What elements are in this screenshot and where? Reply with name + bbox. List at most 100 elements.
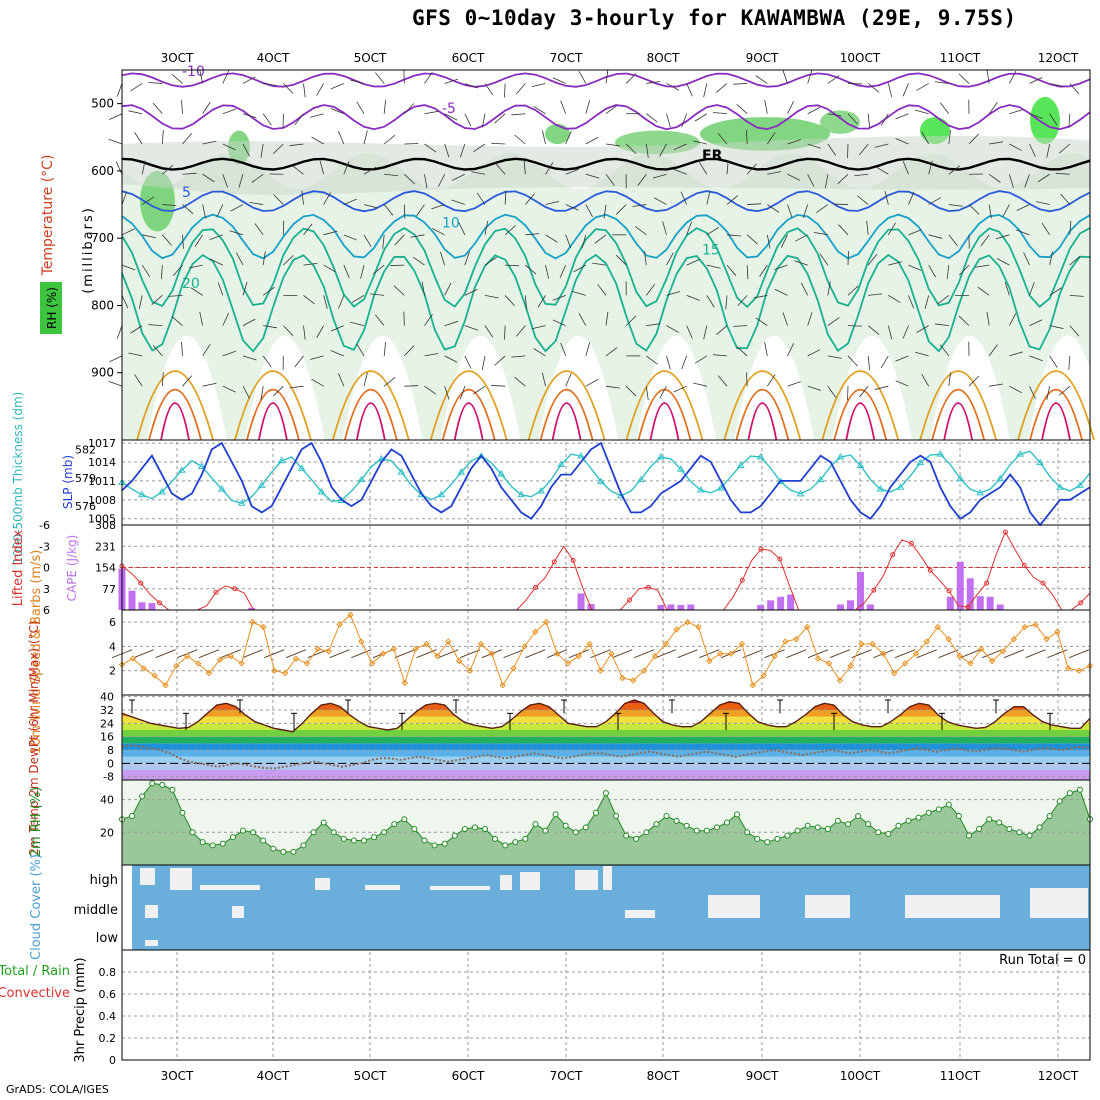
wind-barb: [541, 130, 546, 145]
wind-barb: [222, 143, 236, 151]
wind-barb: [424, 174, 428, 189]
wind-barb: [706, 190, 711, 205]
wind-speed-marker: [1065, 665, 1072, 672]
rh-marker: [804, 822, 811, 829]
wind-barb: [202, 204, 206, 219]
temp-axis-label: 2m Temp 2m DewPt (6hr Min/Max) (°C): [27, 620, 41, 855]
wind-barb: [625, 385, 637, 397]
thickness-marker: [397, 468, 406, 475]
rh-marker: [976, 826, 983, 833]
wind-barb: [1008, 174, 1014, 188]
wind-barb: [787, 343, 794, 357]
wind-frame: [121, 609, 1091, 696]
wind-barb: [410, 234, 425, 238]
wind-barb: [303, 262, 318, 266]
wind-barb: [867, 355, 871, 370]
wind-barb: [444, 320, 459, 327]
wind-barb: [552, 77, 566, 84]
y-tick-label: 800: [91, 298, 114, 312]
wind-barb: [681, 113, 688, 127]
thickness-axis-label: 1000-500mb Thickness (dm): [11, 392, 25, 565]
wind-barb: [516, 325, 526, 337]
wind-speed-marker: [847, 662, 854, 670]
wind-barb: [545, 265, 550, 279]
wind-barb: [382, 234, 385, 249]
wind-barb: [115, 161, 123, 175]
temp-contour-label: -5: [442, 101, 456, 117]
rh-marker: [865, 821, 872, 828]
wind-barb: [1029, 319, 1043, 326]
wind-barb: [190, 287, 203, 296]
wind-barb: [424, 313, 433, 326]
cape-bar: [976, 596, 984, 610]
wind-speed-marker: [912, 650, 920, 657]
wind-barb: [222, 174, 228, 188]
rh-marker: [845, 821, 851, 828]
wind-barb: [939, 102, 950, 114]
li-marker: [739, 577, 745, 583]
wind-barb: [121, 228, 135, 236]
wind-barb: [782, 312, 788, 326]
dewpoint-line: [121, 743, 1091, 770]
wind-barb: [767, 204, 780, 213]
wind-barb: [565, 373, 572, 387]
wind-barb: [444, 113, 458, 121]
temp-contour-label: FR: [702, 148, 723, 164]
wind-speed-marker: [1043, 635, 1050, 643]
wind-barb: [902, 161, 909, 175]
temp-contour-20: [121, 253, 1091, 353]
rh-marker: [824, 826, 831, 833]
wind-barb: [272, 143, 284, 155]
rh-marker: [966, 832, 972, 839]
wind-speed-marker: [1010, 635, 1018, 643]
wind-barb: [1035, 201, 1050, 205]
wind-barb: [764, 99, 768, 114]
wind-barb: [363, 166, 377, 175]
wind-barb: [1049, 83, 1064, 87]
rh-marker: [290, 848, 297, 855]
x-tick-label-bottom: 12OCT: [1038, 1069, 1079, 1083]
wind-barb: [337, 373, 345, 387]
rh-marker: [381, 829, 388, 836]
wind-speed-marker: [640, 667, 648, 674]
wind-barb: [242, 318, 256, 326]
li-marker: [871, 587, 877, 593]
wind-barb: [746, 234, 758, 245]
wind-barb: [605, 311, 609, 326]
wind-barb: [585, 379, 599, 387]
wind-barb: [787, 381, 801, 387]
wind-barb: [262, 113, 272, 126]
wind-barb: [800, 282, 809, 296]
wind-barb: [859, 385, 869, 398]
wind-barb: [948, 165, 961, 175]
wind-speed-marker: [358, 638, 365, 645]
rh-marker: [814, 824, 821, 831]
wind-barb: [289, 143, 304, 147]
rh-marker: [713, 824, 720, 831]
wind-barb: [444, 78, 459, 84]
wind-barb: [199, 311, 204, 326]
slp-tick-label: 1011: [88, 475, 116, 488]
wind-barb: [1008, 70, 1017, 84]
wind-barb: [337, 130, 345, 145]
wind-barb: [565, 204, 579, 211]
wind-barb: [384, 173, 399, 177]
rh-marker: [199, 839, 206, 846]
cape-bar: [966, 578, 974, 610]
rh-marker: [179, 809, 186, 816]
thickness-marker: [936, 450, 945, 457]
run-total-label: Run Total = 0: [999, 953, 1086, 968]
wind-barb: [807, 385, 822, 391]
warm-dome-25: [429, 370, 508, 441]
wind-barb: [173, 264, 183, 276]
rh-marker: [532, 821, 539, 828]
wind-barb: [424, 71, 433, 84]
temp-tick-label: -8: [103, 771, 114, 784]
temp-contour-10: [121, 213, 1091, 260]
wind-speed-line: [121, 614, 1091, 687]
temp-contour-label: 5: [182, 185, 191, 201]
thickness-marker: [836, 453, 845, 460]
wind-barb: [363, 204, 378, 209]
wind-barb: [915, 351, 929, 357]
thickness-marker: [497, 470, 506, 477]
